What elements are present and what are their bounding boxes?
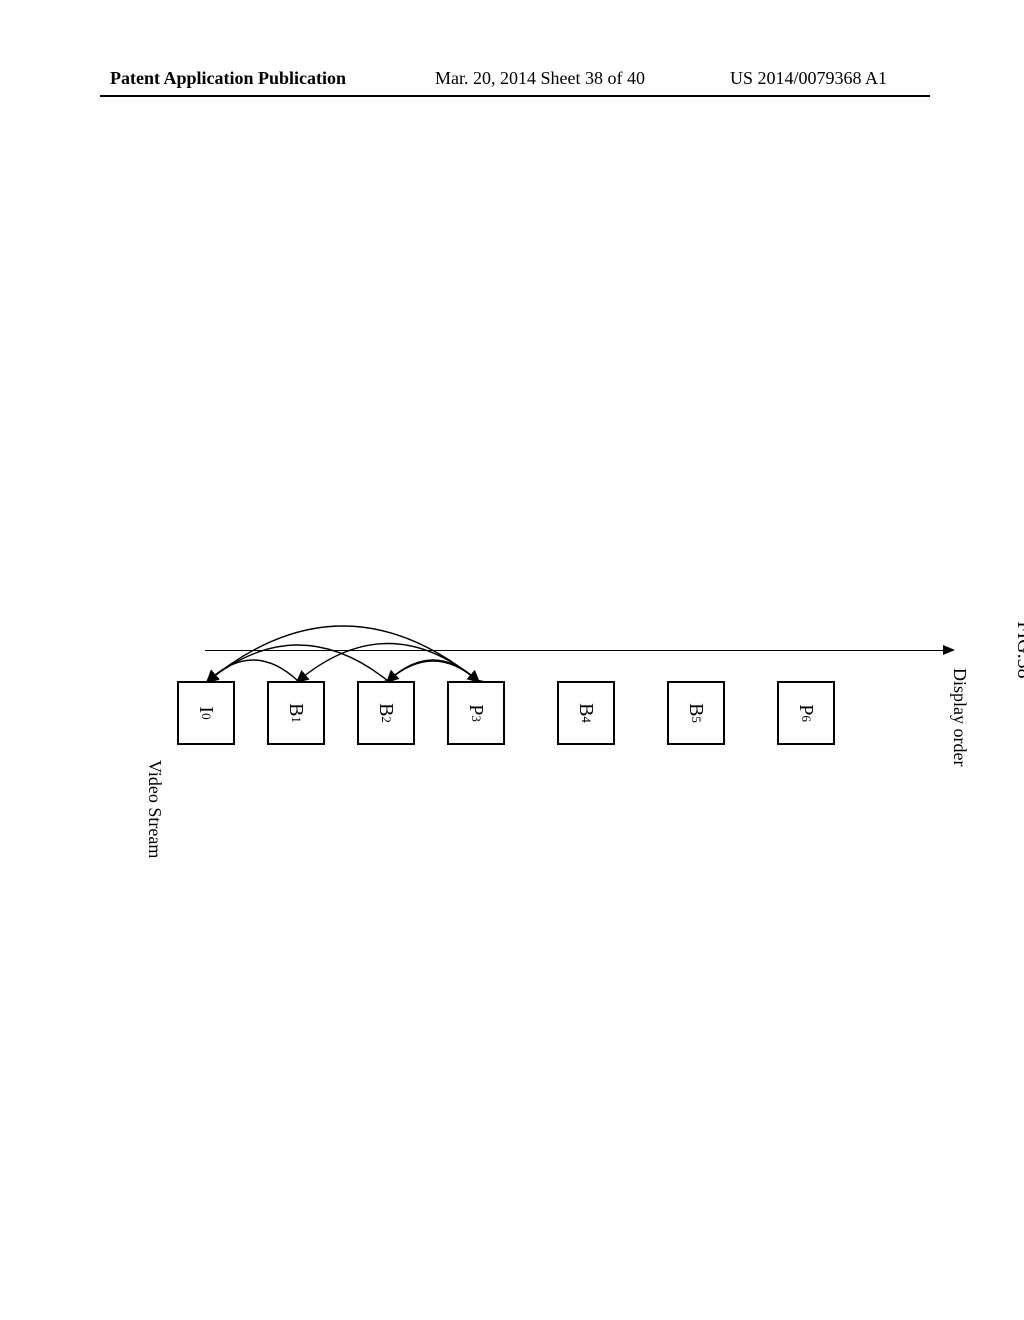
figure-label: FIG.38	[1012, 621, 1024, 678]
axis-label: Display order	[949, 668, 970, 766]
frame-B2: B2	[357, 681, 415, 745]
frame-I0: I0	[177, 681, 235, 745]
frame-P3: P3	[447, 681, 505, 745]
header-rule	[100, 95, 930, 97]
frame-P6: P6	[777, 681, 835, 745]
date-sheet: Mar. 20, 2014 Sheet 38 of 40	[435, 68, 645, 89]
figure-diagram: FIG.38 Display order I0B1B2P3B4B5P6 Vide…	[85, 495, 985, 805]
frame-B4: B4	[557, 681, 615, 745]
pub-type: Patent Application Publication	[110, 68, 346, 89]
frame-B5: B5	[667, 681, 725, 745]
frame-B1: B1	[267, 681, 325, 745]
page-header: Patent Application Publication Mar. 20, …	[0, 68, 1024, 98]
display-order-axis	[205, 650, 945, 651]
pub-number: US 2014/0079368 A1	[730, 68, 887, 89]
video-stream-label: Video Stream	[144, 760, 165, 858]
